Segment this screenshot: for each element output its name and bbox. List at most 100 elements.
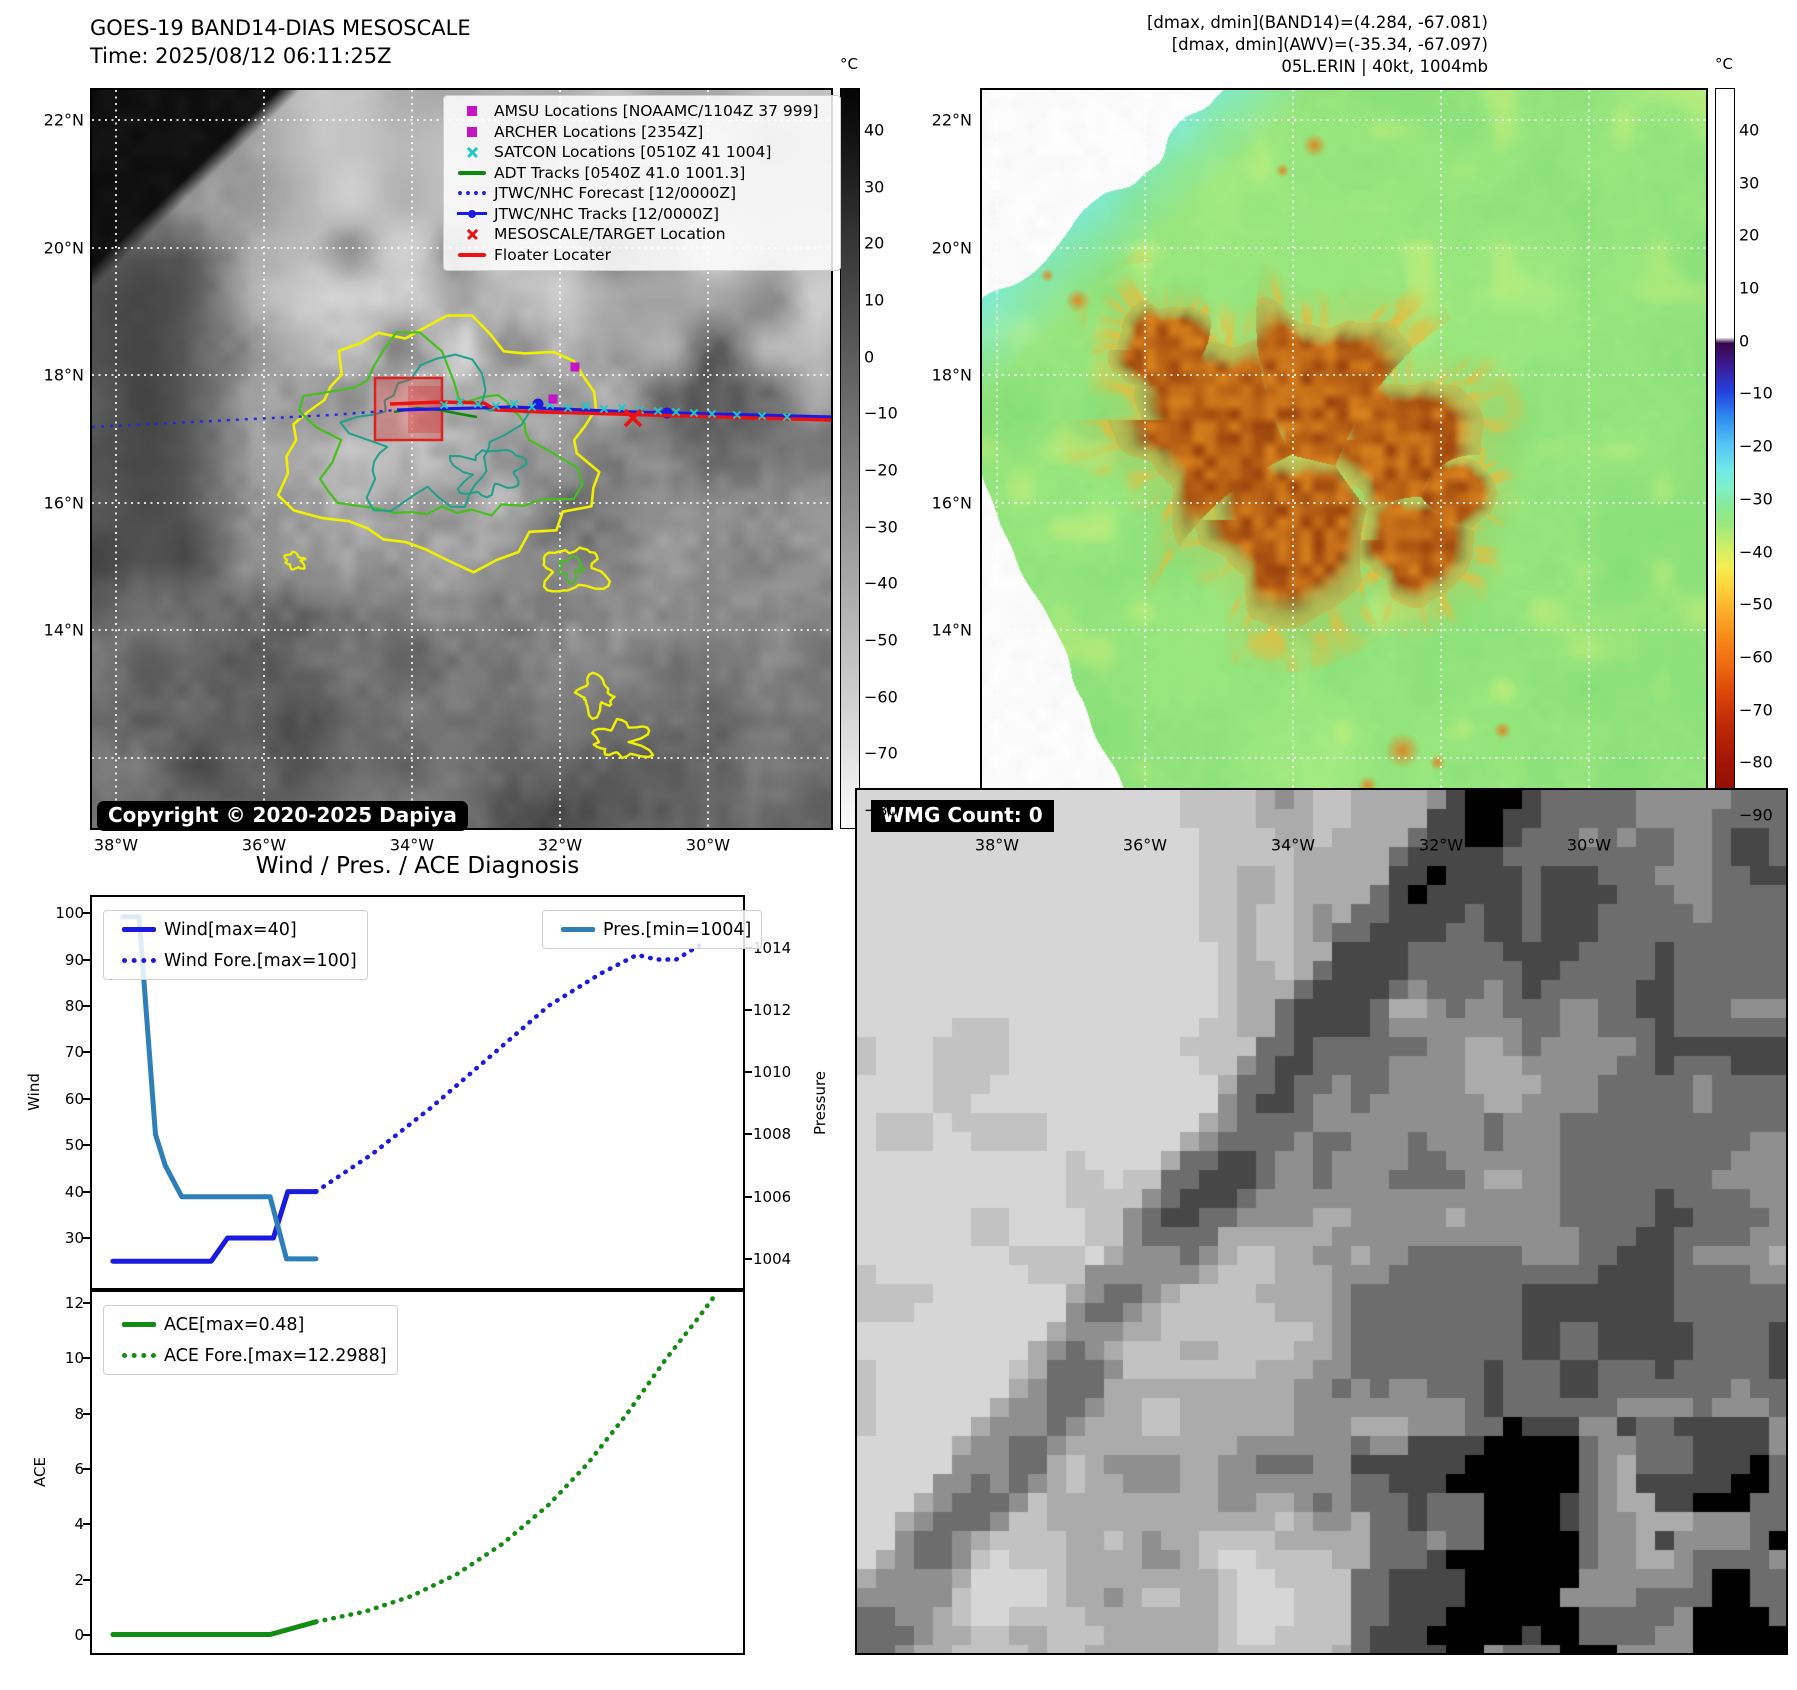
axis-tick-label: 100 <box>55 904 84 923</box>
colorbar-tick-label: 10 <box>864 290 885 310</box>
jtwc-track <box>396 405 831 419</box>
band14-overlay <box>92 90 831 828</box>
series-forecast <box>313 1292 718 1625</box>
tick-mark <box>83 1412 90 1415</box>
square-marker-icon <box>450 126 494 137</box>
colorbar-tick-label: −60 <box>864 687 898 707</box>
series-observed <box>110 1619 319 1637</box>
axis-tick-label: 40 <box>64 1182 84 1201</box>
mesoscale-target-icon <box>623 408 643 428</box>
line-marker-icon <box>114 1322 164 1327</box>
colorbar-tick-label: 20 <box>1739 225 1760 245</box>
page-title: GOES-19 BAND14-DIAS MESOSCALE <box>90 16 471 40</box>
legend-item: Wind[max=40] <box>114 914 357 945</box>
colorbar-tick-label: 0 <box>1739 331 1750 351</box>
axis-tick-label: 18°N <box>43 365 84 385</box>
chart-frame <box>90 1290 745 1655</box>
axis-tick-label: 2 <box>74 1570 84 1589</box>
colorbar-tick-label: −50 <box>1739 594 1773 614</box>
colorbar-tick-label: −50 <box>864 630 898 650</box>
tick-mark <box>745 1071 752 1074</box>
tick-mark <box>83 958 90 961</box>
band14-satellite-panel: AMSU Locations [NOAAMC/1104Z 37 999] ARCH… <box>90 88 841 831</box>
square-marker-icon <box>450 106 494 117</box>
axis-tick-label: 8 <box>74 1404 84 1423</box>
chart-frame <box>90 895 745 1290</box>
wind-axis-label: Wind <box>25 1073 43 1111</box>
copyright-watermark: Copyright © 2020-2025 Dapiya <box>97 801 468 831</box>
axis-tick-label: 22°N <box>931 110 972 130</box>
awv-colorbar-unit: °C <box>1715 55 1733 73</box>
axis-tick-label: 1006 <box>753 1187 792 1206</box>
dotted-line-marker-icon <box>114 958 164 963</box>
legend-item-label: JTWC/NHC Tracks [12/0000Z] <box>494 204 720 223</box>
axis-tick-label: 1010 <box>753 1063 792 1082</box>
legend-item: Pres.[min=1004] <box>553 914 751 945</box>
axis-tick-label: 1008 <box>753 1125 792 1144</box>
legend-item: MESOSCALE/TARGET Location <box>450 224 834 245</box>
legend-item-label: Floater Locater <box>494 245 611 264</box>
axis-tick-label: 50 <box>64 1136 84 1155</box>
legend-item-label: ARCHER Locations [2354Z] <box>494 122 704 141</box>
line-marker-icon <box>450 253 494 257</box>
line-marker-icon <box>450 171 494 175</box>
timestamp: Time: 2025/08/12 06:11:25Z <box>90 44 392 68</box>
axis-tick-label: 80 <box>64 996 84 1015</box>
tick-mark <box>745 1009 752 1012</box>
legend-item: ARCHER Locations [2354Z] <box>450 122 834 143</box>
convection-contour-yellow <box>283 550 307 571</box>
legend-item-label: Wind Fore.[max=100] <box>164 950 357 971</box>
awv-satellite-panel <box>980 88 1708 830</box>
tick-mark <box>745 1257 752 1260</box>
line-marker-icon <box>553 927 603 932</box>
map-legend: AMSU Locations [NOAAMC/1104Z 37 999] ARCH… <box>443 95 841 271</box>
legend-item-label: ADT Tracks [0540Z 41.0 1001.3] <box>494 163 746 182</box>
series-forecast <box>313 943 702 1194</box>
legend-item: Floater Locater <box>450 245 834 266</box>
awv-colorbar <box>1715 88 1735 829</box>
legend-item: ACE Fore.[max=12.2988] <box>114 1340 387 1371</box>
legend-item: JTWC/NHC Tracks [12/0000Z] <box>450 204 834 225</box>
convection-contour-yellow <box>573 671 616 720</box>
colorbar-tick-label: −40 <box>1739 542 1773 562</box>
legend-item-label: Wind[max=40] <box>164 919 297 940</box>
convection-contour-yellow <box>591 717 655 760</box>
axis-tick-label: 14°N <box>931 620 972 640</box>
colorbar-tick-label: −20 <box>1739 436 1773 456</box>
tick-mark <box>83 1578 90 1581</box>
axis-tick-label: 34°W <box>389 835 435 855</box>
amsu-location-icon <box>570 362 580 372</box>
tick-mark <box>83 1237 90 1239</box>
amsu-location-icon <box>548 394 558 404</box>
axis-tick-label: 1004 <box>753 1249 792 1268</box>
axis-tick-label: 30°W <box>685 835 731 855</box>
panel-title-block: GOES-19 BAND14-DIAS MESOSCALE Time: 2025… <box>90 14 471 70</box>
colorbar-tick-label: 30 <box>1739 173 1760 193</box>
colorbar-tick-label: 40 <box>1739 120 1760 140</box>
ace-legend: ACE[max=0.48] ACE Fore.[max=12.2988] <box>103 1305 398 1375</box>
axis-tick-label: 90 <box>64 950 84 969</box>
ace-axis-label: ACE <box>31 1457 49 1487</box>
colorbar-tick-label: 0 <box>864 347 875 367</box>
colorbar-tick-label: 30 <box>864 177 885 197</box>
axis-tick-label: 0 <box>74 1626 84 1645</box>
axis-tick-label: 16°N <box>931 493 972 513</box>
legend-item-label: AMSU Locations [NOAAMC/1104Z 37 999] <box>494 102 819 121</box>
ace-chart <box>90 1290 745 1655</box>
convection-contour-teal <box>339 353 530 512</box>
tick-mark <box>83 1357 90 1360</box>
tick-mark <box>83 1004 90 1007</box>
tick-mark <box>83 1468 90 1471</box>
legend-item-label: ACE[max=0.48] <box>164 1314 305 1335</box>
awv-overlay <box>982 90 1706 828</box>
axis-tick-label: 6 <box>74 1460 84 1479</box>
storm-status-text: 05L.ERIN | 40kt, 1004mb <box>1281 57 1488 76</box>
colorbar-tick-label: 20 <box>864 233 885 253</box>
line-marker-icon <box>114 927 164 932</box>
legend-item: Wind Fore.[max=100] <box>114 945 357 976</box>
axis-tick-label: 14°N <box>43 620 84 640</box>
band14-colorbar-unit: °C <box>840 55 858 73</box>
legend-item: ACE[max=0.48] <box>114 1309 387 1340</box>
legend-item: JTWC/NHC Forecast [12/0000Z] <box>450 183 834 204</box>
